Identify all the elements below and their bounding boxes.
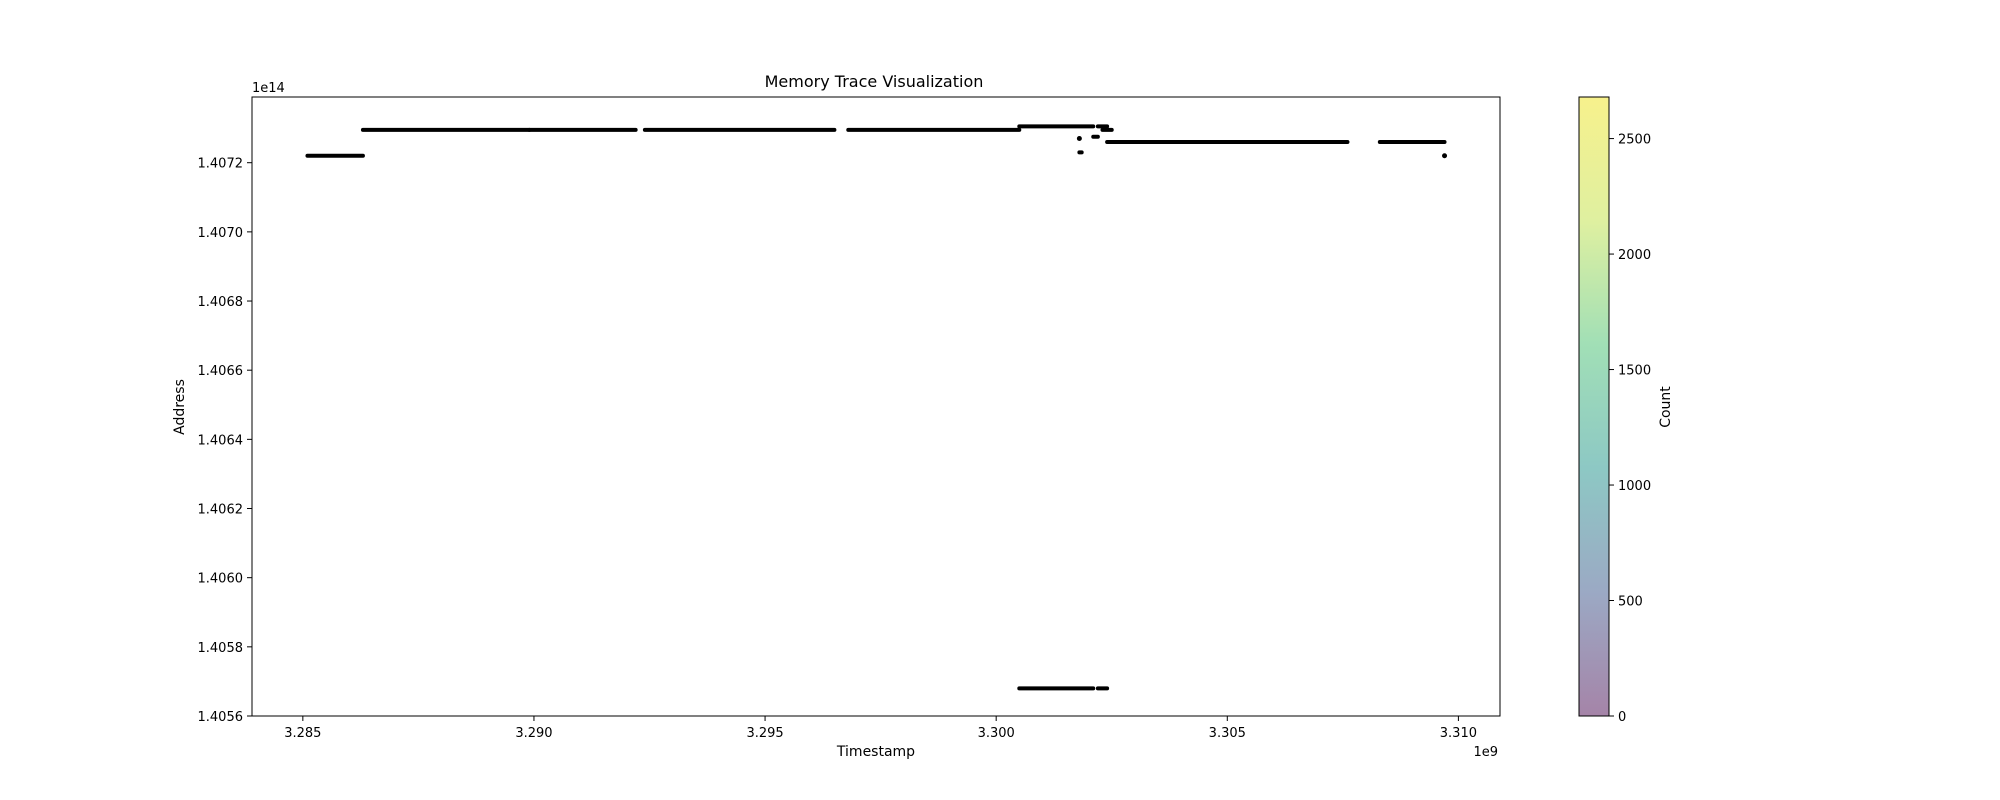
y-offset-label: 1e14 bbox=[252, 81, 285, 96]
chart-title: Memory Trace Visualization bbox=[765, 72, 984, 91]
x-tick-label: 3.285 bbox=[284, 726, 321, 741]
colorbar-tick-label: 1500 bbox=[1618, 364, 1651, 379]
colorbar-tick-label: 2500 bbox=[1618, 133, 1651, 148]
trace-point bbox=[1076, 135, 1082, 141]
colorbar-tick-label: 1000 bbox=[1618, 479, 1651, 494]
x-axis-label: Timestamp bbox=[836, 744, 915, 760]
y-tick-label: 1.4068 bbox=[198, 295, 244, 310]
colorbar-tick-label: 0 bbox=[1618, 710, 1626, 725]
y-tick-label: 1.4060 bbox=[198, 572, 244, 587]
y-tick-label: 1.4072 bbox=[198, 157, 244, 172]
colorbar-label: Count bbox=[1658, 386, 1674, 428]
colorbar-scale bbox=[1578, 96, 1610, 717]
x-tick-label: 3.305 bbox=[1209, 726, 1246, 741]
y-axis-label: Address bbox=[172, 379, 188, 435]
y-tick-label: 1.4062 bbox=[198, 503, 244, 518]
x-tick-label: 3.290 bbox=[515, 726, 552, 741]
x-offset-label: 1e9 bbox=[1473, 745, 1498, 760]
plot-area: 3.285 3.290 3.295 3.300 3.305 3.310 1.40561.4… bbox=[198, 96, 1501, 741]
x-tick-label: 3.295 bbox=[746, 726, 783, 741]
plot-frame bbox=[251, 96, 1501, 717]
y-tick-label: 1.4058 bbox=[198, 641, 244, 656]
trace-point bbox=[1442, 153, 1448, 159]
colorbar-tick-label: 500 bbox=[1618, 595, 1643, 610]
y-tick-label: 1.4066 bbox=[198, 364, 244, 379]
y-axis: 1.4056 1.4058 1.4060 1.4062 1.4064 1.4066 1.40… bbox=[198, 157, 252, 725]
y-tick-label: 1.4064 bbox=[198, 433, 244, 448]
x-tick-label: 3.300 bbox=[978, 726, 1015, 741]
x-axis: 3.285 3.290 3.295 3.300 3.305 3.310 bbox=[284, 716, 1477, 741]
colorbar-tick-label: 2000 bbox=[1618, 248, 1651, 263]
colorbar-ticks: 0 500 1000 1500 2000 2500 bbox=[1609, 133, 1651, 725]
x-tick-label: 3.310 bbox=[1440, 726, 1477, 741]
colorbar: 0 500 1000 1500 2000 2500 Count bbox=[1578, 96, 1674, 725]
data-marks bbox=[305, 124, 1448, 691]
y-tick-label: 1.4070 bbox=[198, 226, 244, 241]
y-tick-label: 1.4056 bbox=[198, 710, 244, 725]
